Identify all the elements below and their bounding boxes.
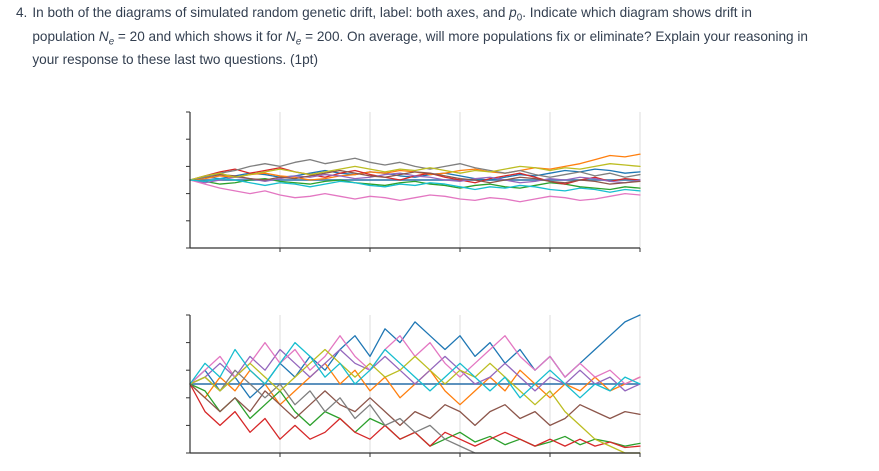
question-run: e (108, 36, 115, 48)
question-run: e (295, 36, 302, 48)
series-line-blue (189, 168, 641, 181)
question-run: p (509, 5, 517, 20)
drift-chart-bottom (186, 314, 641, 457)
drift-chart-svg (186, 314, 641, 457)
question-run: 0 (516, 12, 523, 24)
question-run: = 20 and which shows it for (114, 28, 287, 44)
series-line-purple (189, 172, 641, 184)
question-run: = 200. On average, will more populations… (32, 28, 808, 68)
series-line-pink (189, 179, 641, 203)
drift-chart-top (186, 111, 641, 252)
series-line-olive (189, 348, 641, 454)
question-run: N (98, 28, 109, 44)
series-line-cyan (189, 341, 641, 399)
series-line-red (189, 383, 641, 449)
series-line-cyan (189, 177, 641, 193)
question-text: In both of the diagrams of simulated ran… (32, 1, 816, 72)
question-run: N (286, 28, 296, 44)
series-line-brown (189, 169, 641, 185)
series-line-green (189, 383, 641, 447)
series-line-brown (189, 383, 641, 427)
question-block: 4. In both of the diagrams of simulated … (16, 1, 816, 72)
series-line-olive (189, 163, 641, 181)
question-number: 4. (16, 5, 28, 20)
question-run: . Indicate which diagram shows drift in … (32, 5, 752, 44)
question-run: In both of the diagrams of simulated ran… (32, 5, 510, 20)
series-line-gray (189, 157, 641, 181)
drift-chart-svg (186, 111, 641, 252)
